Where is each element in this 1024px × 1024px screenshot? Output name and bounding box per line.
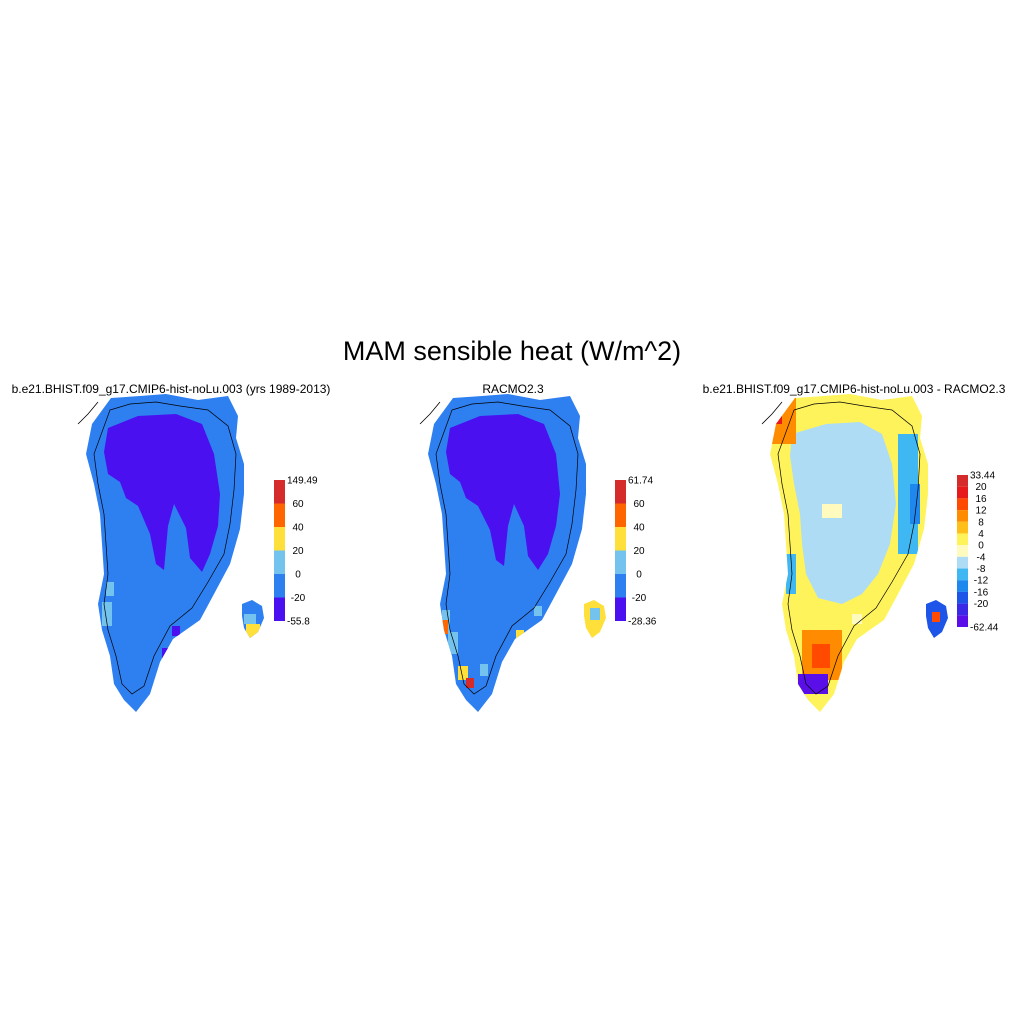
panel-title-racmo: RACMO2.3 [482,382,544,396]
colorbar-label: 0 [636,570,642,581]
colorbar-swatch [274,503,285,527]
colorbar-label: 40 [292,523,304,534]
colorbar-label: -62.44 [970,623,999,634]
colorbar-label: -12 [974,576,989,587]
colorbar-swatch [615,574,626,598]
colorbar-1: 149.49 60 40 20 0 -20 -55.8 [274,476,318,628]
colorbar-label: -20 [632,593,647,604]
colorbar-label: 60 [292,499,304,510]
colorbar-label: 61.74 [628,476,653,487]
colorbar-label: 4 [978,529,984,540]
colorbar-label: 0 [978,541,984,552]
colorbar-label: 0 [295,570,301,581]
colorbar-swatch [274,480,285,504]
colorbar-swatch [957,568,968,581]
colorbar-swatch [957,615,968,627]
colorbar-swatch [957,533,968,546]
colorbar-label: 20 [292,546,304,557]
colorbar-swatch [957,556,968,569]
map-panel-difference [761,394,948,712]
colorbar-swatch [957,580,968,592]
panel-title-model: b.e21.BHIST.f09_g17.CMIP6-hist-noLu.003 … [11,382,331,396]
colorbar-label: -8 [977,564,986,575]
colorbar-swatch [957,545,968,557]
panel-title-difference: b.e21.BHIST.f09_g17.CMIP6-hist-noLu.003 … [702,382,1006,396]
colorbar-swatch [615,503,626,527]
colorbar-label: 8 [978,517,984,528]
colorbar-2: 61.74 60 40 20 0 -20 -28.36 [615,476,657,628]
colorbar-swatch [957,591,968,604]
colorbar-label: 33.44 [970,471,995,482]
colorbar-label: 20 [633,546,645,557]
colorbar-label: -20 [291,593,306,604]
colorbar-swatch [957,603,968,616]
colorbar-swatch [274,574,285,598]
colorbar-label: 40 [633,523,645,534]
colorbar-swatch [274,597,285,621]
colorbar-label: -28.36 [628,617,657,628]
colorbar-swatch [957,486,968,499]
map-panel-racmo [419,394,606,712]
colorbar-swatch [957,521,968,534]
colorbar-swatch [957,498,968,511]
figure-title: MAM sensible heat (W/m^2) [342,336,682,366]
colorbar-swatch [274,550,285,574]
colorbar-swatch [615,480,626,504]
colorbar-label: 16 [975,494,987,505]
colorbar-label: 60 [633,499,645,510]
colorbar-label: -4 [977,552,986,563]
colorbar-swatch [615,597,626,621]
colorbar-label: -55.8 [287,617,310,628]
colorbar-swatch [274,527,285,551]
colorbar-label: -16 [974,587,989,598]
colorbar-swatch [957,510,968,522]
colorbar-label: 20 [975,482,987,493]
colorbar-swatch [615,527,626,551]
colorbar-label: -20 [974,599,989,610]
colorbar-label: 12 [975,506,987,517]
colorbar-swatch [957,475,968,487]
colorbar-swatch [615,550,626,574]
map-panel-model [77,394,264,712]
colorbar-label: 149.49 [287,476,318,487]
